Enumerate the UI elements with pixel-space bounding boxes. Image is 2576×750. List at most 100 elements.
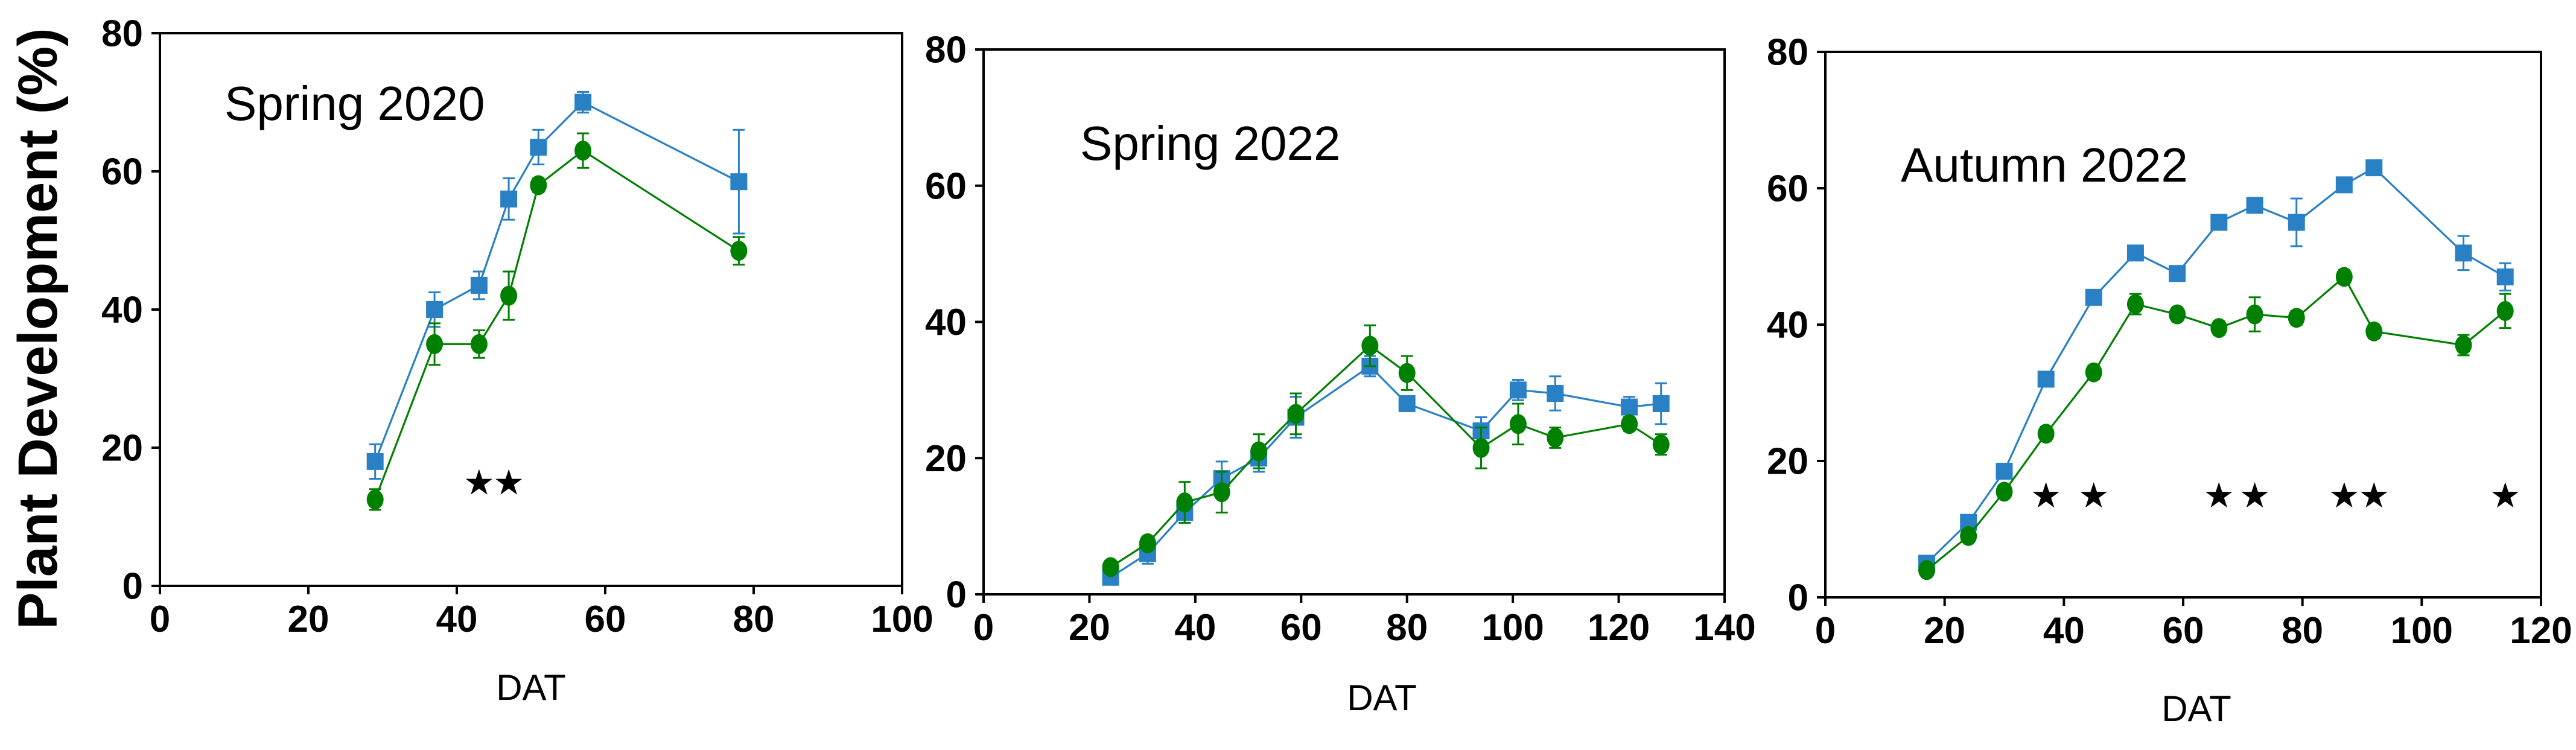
panel-title-autumn-2022: Autumn 2022 (1901, 138, 2188, 192)
marker-square (2169, 265, 2186, 282)
marker-circle (1652, 434, 1670, 455)
marker-circle (1398, 363, 1416, 383)
x-tick-label: 20 (1069, 607, 1110, 649)
marker-circle (530, 175, 547, 195)
y-tick-label: 0 (946, 574, 967, 616)
x-axis-label-panel-3: DAT (2161, 688, 2231, 729)
marker-circle (366, 489, 384, 510)
x-tick-label: 20 (288, 599, 329, 640)
y-tick-label: 40 (925, 302, 967, 343)
marker-square (2126, 244, 2144, 262)
marker-circle (1547, 427, 1564, 448)
x-tick-label: 60 (1280, 607, 1322, 649)
marker-circle (2037, 424, 2055, 444)
x-tick-label: 100 (2391, 610, 2453, 652)
panel-title-spring-2022: Spring 2022 (1080, 116, 1341, 170)
marker-square (1547, 385, 1564, 402)
marker-square (2335, 176, 2353, 194)
x-tick-label: 80 (733, 599, 775, 640)
marker-circle (426, 334, 444, 354)
marker-square (2365, 159, 2383, 177)
x-tick-label: 0 (973, 607, 994, 649)
panel-spring-2022: 0 20 40 60 80 0 20 40 60 80 100 120 140 (925, 30, 1756, 649)
marker-square (2288, 214, 2305, 231)
x-tick-label: 40 (1174, 607, 1216, 649)
series-blue-squares (366, 91, 748, 480)
marker-square (426, 301, 444, 318)
significance-star-icon: ★ (2358, 476, 2390, 515)
marker-circle (1509, 414, 1527, 434)
x-tick-label: 40 (436, 599, 478, 640)
y-tick-label: 60 (925, 165, 967, 207)
series-line (1110, 344, 1662, 568)
x-tick-label: 120 (2510, 610, 2572, 652)
marker-circle (2335, 267, 2353, 287)
marker-circle (2455, 335, 2472, 355)
marker-square (530, 138, 547, 156)
y-tick-label: 80 (1767, 32, 1808, 74)
panel-title-spring-2020: Spring 2020 (224, 77, 485, 130)
series-green-circles (1102, 324, 1670, 577)
marker-square (1509, 381, 1527, 399)
marker-square (1398, 395, 1416, 412)
marker-circle (470, 334, 488, 354)
marker-circle (574, 141, 592, 161)
marker-circle (730, 241, 748, 261)
x-tick-label: 20 (1924, 610, 1965, 652)
marker-square (2455, 244, 2472, 262)
x-tick-label: 120 (1588, 607, 1650, 649)
marker-square (574, 94, 592, 111)
marker-circle (1139, 533, 1156, 553)
marker-circle (1102, 557, 1119, 577)
marker-circle (1621, 414, 1638, 434)
marker-circle (500, 285, 518, 306)
marker-square (2037, 370, 2055, 388)
marker-circle (2210, 318, 2228, 338)
series-blue-squares (1102, 355, 1670, 586)
series-line (1926, 275, 2506, 571)
marker-square (1621, 398, 1638, 416)
marker-square (1996, 462, 2013, 480)
y-tick-label: 40 (1767, 305, 1808, 346)
marker-square (366, 453, 384, 470)
plot-box (1824, 51, 2542, 599)
series-green-circles (366, 132, 748, 511)
marker-circle (1996, 481, 2013, 502)
y-tick-label: 20 (101, 428, 143, 469)
x-tick-label: 100 (871, 599, 933, 640)
significance-star-icon: ★ (493, 463, 524, 503)
marker-circle (2365, 321, 2383, 342)
significance-star-icon: ★ (2078, 476, 2110, 515)
y-tick-label: 20 (925, 438, 967, 480)
x-tick-label: 40 (2043, 610, 2085, 652)
x-tick-label: 60 (2163, 610, 2204, 652)
significance-star-icon: ★ (2031, 476, 2062, 515)
y-tick-label: 60 (101, 151, 143, 193)
series-line (374, 101, 740, 462)
x-tick-label: 140 (1693, 607, 1755, 649)
x-tick-label: 80 (2282, 610, 2323, 652)
marker-circle (1472, 437, 1490, 458)
series-green-circles (1918, 267, 2514, 580)
marker-square (500, 190, 518, 208)
significance-star-icon: ★ (2490, 476, 2521, 515)
marker-circle (1361, 335, 1379, 356)
marker-circle (2496, 300, 2514, 321)
marker-circle (1250, 441, 1268, 462)
series-line (1110, 364, 1661, 579)
marker-circle (2169, 304, 2186, 325)
x-tick-label: 100 (1481, 607, 1544, 649)
marker-square (2496, 268, 2514, 285)
marker-square (470, 276, 488, 294)
x-tick-label: 60 (585, 599, 626, 640)
x-tick-label: 80 (1386, 607, 1428, 649)
marker-square (1652, 395, 1670, 412)
significance-star-icon: ★ (2329, 476, 2360, 515)
marker-circle (2126, 294, 2144, 314)
marker-circle (1213, 482, 1230, 503)
x-tick-label: 0 (1815, 610, 1836, 652)
series-line (374, 149, 740, 500)
marker-square (730, 173, 748, 191)
